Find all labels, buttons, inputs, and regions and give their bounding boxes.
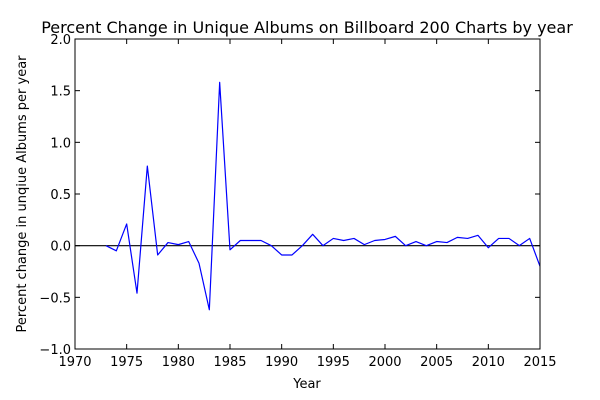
y-axis-label: Percent change in unqiue Albums per year (15, 55, 30, 333)
y-tick-label: −1.0 (39, 343, 71, 358)
x-tick-label: 1990 (265, 355, 298, 370)
y-tick-label: 0.5 (50, 188, 71, 203)
x-tick-label: 1980 (162, 355, 195, 370)
x-tick-label: 1970 (58, 355, 91, 370)
y-tick-label: 2.0 (50, 33, 71, 48)
x-tick-label: 1995 (317, 355, 350, 370)
x-tick-label: 2000 (368, 355, 401, 370)
x-axis-label: Year (292, 377, 321, 392)
chart-title: Percent Change in Unique Albums on Billb… (41, 18, 573, 37)
y-tick-label: 1.0 (50, 136, 71, 151)
x-tick-label: 2015 (523, 355, 556, 370)
x-tick-label: 2010 (472, 355, 505, 370)
x-tick-label: 1985 (213, 355, 246, 370)
series-line-0 (105, 81, 541, 311)
y-tick-label: 1.5 (50, 85, 71, 100)
x-tick-label: 1975 (110, 355, 143, 370)
y-tick-label: −0.5 (39, 291, 71, 306)
y-tick-label: 0.0 (50, 240, 71, 255)
plot-area: 1970 1975 1980 1985 1990 1995 2000 2005 2010 2015… (39, 33, 556, 370)
x-tick-label: 2005 (420, 355, 453, 370)
